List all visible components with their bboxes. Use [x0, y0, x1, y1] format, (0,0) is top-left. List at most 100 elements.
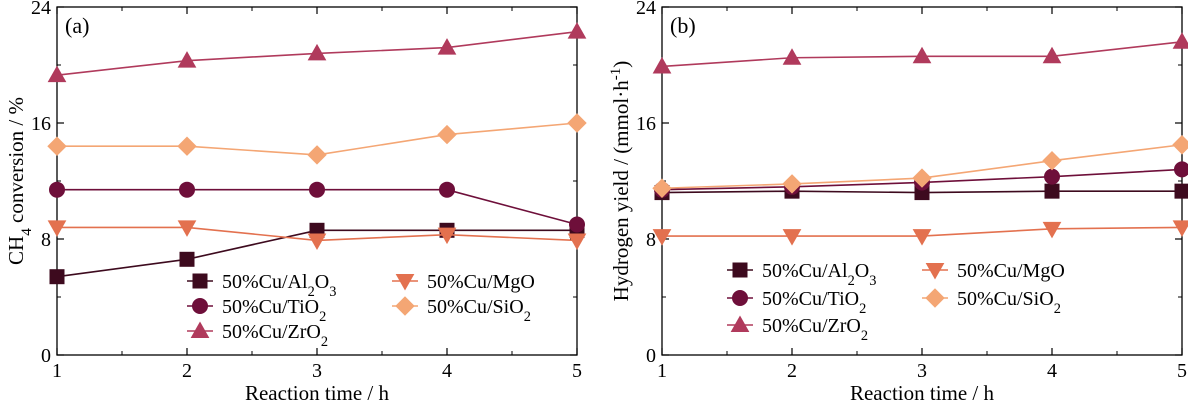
- panel-b-series-50-cu-mgo-point: [652, 229, 672, 246]
- panel-b-legend-50-cu-sio2-marker: [925, 288, 945, 308]
- panel-b-series-50-cu-mgo-point: [1042, 221, 1062, 239]
- panel-a-series-50-cu-sio2-point: [177, 136, 197, 156]
- panel-a-xtick-label: 3: [312, 360, 322, 382]
- panel-a-series-50-cu-tio2: [49, 181, 585, 233]
- panel-a-legend-50-cu-al2o3: 50%Cu/Al2O3: [187, 271, 336, 300]
- panel-a-legend-50-cu-sio2: 50%Cu/SiO2: [392, 296, 531, 325]
- panel-b-legend-50-cu-mgo-label: 50%Cu/MgO: [957, 260, 1065, 282]
- panel-b-legend-50-cu-mgo-marker: [925, 263, 945, 280]
- panel-a-series-50-cu-tio2-point: [179, 181, 195, 198]
- panel-b-legend-50-cu-tio2: 50%Cu/TiO2: [727, 288, 866, 317]
- panel-a-legend-50-cu-zro2: 50%Cu/ZrO2: [187, 321, 328, 350]
- panel-b-legend: 50%Cu/Al2O3 50%Cu/MgO 50%Cu/TiO2 50%Cu/SiO2…: [727, 260, 1065, 344]
- panel-b-series-50-cu-sio2-point: [652, 178, 672, 198]
- panel-b-legend-50-cu-mgo: 50%Cu/MgO: [922, 260, 1065, 282]
- panel-b-chart: 0 8 16 24 1 2 3 4 5 Reaction time / h Hydrogen yie…: [608, 0, 1188, 405]
- panel-b-xtick-label: 2: [787, 360, 797, 382]
- panel-a-legend-50-cu-zro2-label: 50%Cu/ZrO2: [222, 321, 328, 350]
- panel-b-legend-50-cu-zro2-marker: [730, 315, 750, 332]
- panel-a-ytick-label: 0: [41, 345, 51, 367]
- panel-b-series-50-cu-zro2-point: [912, 46, 932, 64]
- panel-a-legend-50-cu-tio2: 50%Cu/TiO2: [187, 296, 326, 325]
- panel-a-series-50-cu-mgo-point: [307, 233, 327, 250]
- panel-b-legend-50-cu-al2o3-label: 50%Cu/Al2O3: [762, 260, 876, 289]
- panel-b-legend-50-cu-sio2: 50%Cu/SiO2: [922, 288, 1061, 317]
- panel-b-series-50-cu-mgo-point: [782, 229, 802, 246]
- panel-a-series-50-cu-sio2-point: [567, 113, 587, 133]
- panel-b-legend-50-cu-zro2-label: 50%Cu/ZrO2: [762, 315, 868, 344]
- panel-b-series-50-cu-al2o3-point: [1174, 183, 1188, 199]
- panel-b-series-50-cu-mgo-point: [912, 229, 932, 246]
- panel-a-xtick-label: 2: [182, 360, 192, 382]
- panel-b-legend-50-cu-al2o3: 50%Cu/Al2O3: [727, 260, 876, 289]
- panel-a-series-50-cu-sio2-point: [307, 145, 327, 165]
- panel-a-series-50-cu-sio2-point: [47, 136, 67, 156]
- panel-b-ytick-label: 16: [636, 113, 656, 135]
- panel-a-legend-50-cu-mgo-label: 50%Cu/MgO: [427, 271, 535, 293]
- panel-a-legend-50-cu-tio2-label: 50%Cu/TiO2: [222, 296, 326, 325]
- panel-a-legend-50-cu-mgo-marker: [395, 274, 415, 291]
- panel-a-series-50-cu-zro2-point: [567, 22, 587, 39]
- panel-a-legend-50-cu-al2o3-marker: [192, 273, 208, 289]
- panel-a-series-50-cu-mgo-point: [47, 220, 67, 237]
- panel-a-chart: 0 8 16 24 1 2 3 4 5 Reaction time / h CH4 conversi…: [4, 0, 587, 405]
- panel-a-ytick-label: 8: [41, 229, 51, 251]
- panel-b-legend-50-cu-al2o3-marker: [732, 262, 748, 278]
- panel-b-xtick-label: 1: [657, 360, 667, 382]
- panel-b-legend-50-cu-zro2: 50%Cu/ZrO2: [727, 315, 868, 344]
- panel-b-y-axis-label: Hydrogen yield / (mmol·h-1): [608, 61, 633, 302]
- panel-a-series-50-cu-mgo-point: [177, 220, 197, 237]
- panel-b-series-50-cu-zro2-point: [782, 48, 802, 65]
- panel-a-legend-50-cu-tio2-marker: [192, 298, 208, 314]
- panel-a-y-axis-label: CH4 conversion / %: [4, 97, 35, 265]
- panel-a-series-50-cu-sio2-point: [437, 124, 457, 145]
- panel-b-series-50-cu-mgo: [652, 220, 1188, 246]
- panel-a-legend: 50%Cu/Al2O3 50%Cu/MgO 50%Cu/TiO2 50%Cu/SiO2…: [187, 271, 535, 350]
- panel-a-series-50-cu-zro2-point: [307, 43, 327, 61]
- panel-a-legend-50-cu-zro2-marker: [190, 321, 210, 338]
- panel-b-series-50-cu-tio2-point: [1174, 161, 1188, 178]
- panel-a-xtick-label: 4: [442, 360, 452, 382]
- panel-a-legend-50-cu-mgo: 50%Cu/MgO: [392, 271, 535, 293]
- panel-b-xtick-label: 3: [917, 360, 927, 382]
- panel-a-series-50-cu-sio2: [47, 113, 587, 165]
- panel-b-series-50-cu-zro2-point: [1172, 32, 1188, 49]
- panel-a-series-50-cu-mgo: [47, 220, 587, 250]
- panel-a-legend-50-cu-al2o3-label: 50%Cu/Al2O3: [222, 271, 336, 300]
- panel-b-ytick-label: 0: [646, 345, 656, 367]
- panel-b-series-50-cu-zro2-point: [652, 56, 672, 74]
- panel-b-ytick-label: 24: [636, 0, 656, 19]
- panel-a-x-axis-label: Reaction time / h: [245, 381, 390, 405]
- panel-b-series-50-cu-sio2-point: [1042, 150, 1062, 171]
- panel-a-series-50-cu-zro2-point: [437, 38, 457, 55]
- panel-b-xtick-label: 4: [1047, 360, 1057, 382]
- panel-b-legend-50-cu-sio2-label: 50%Cu/SiO2: [957, 288, 1061, 317]
- panel-a-xtick-label: 1: [52, 360, 62, 382]
- panel-b-series-50-cu-tio2-point: [1044, 168, 1060, 185]
- panel-b-legend-50-cu-tio2-label: 50%Cu/TiO2: [762, 288, 866, 317]
- panel-a-series-50-cu-zro2-point: [47, 65, 67, 83]
- panel-b-series-50-cu-al2o3-point: [1044, 183, 1060, 199]
- panel-a-series-50-cu-tio2-point: [49, 181, 65, 198]
- panel-b-series-50-cu-sio2-point: [1172, 135, 1188, 155]
- panel-a-panel-tag: (a): [65, 13, 89, 38]
- panel-a-series-50-cu-zro2-point: [177, 51, 197, 68]
- panel-a-legend-50-cu-sio2-label: 50%Cu/SiO2: [427, 296, 531, 325]
- panel-b-ytick-label: 8: [646, 229, 656, 251]
- panel-a-series-50-cu-al2o3: [49, 222, 585, 285]
- panel-a-legend-50-cu-sio2-marker: [395, 296, 415, 316]
- panel-b-x-axis-label: Reaction time / h: [850, 381, 995, 405]
- panel-a-series-50-cu-mgo-point: [437, 227, 457, 245]
- panel-a-series-50-cu-tio2-point: [309, 181, 325, 198]
- panel-b-series-50-cu-sio2-point: [912, 168, 932, 188]
- panel-b-legend-50-cu-tio2-marker: [732, 290, 748, 306]
- panel-a-xtick-label: 5: [572, 360, 582, 382]
- panel-b-series-50-cu-sio2-point: [782, 174, 802, 194]
- panel-a-series-50-cu-tio2-point: [439, 181, 455, 198]
- panel-a-series-50-cu-tio2-point: [569, 216, 585, 233]
- panel-a-ytick-label: 24: [31, 0, 51, 19]
- panel-b-series-50-cu-zro2: [652, 32, 1188, 74]
- panel-a-series-50-cu-al2o3-point: [49, 269, 65, 285]
- panel-a-series-50-cu-mgo-point: [567, 233, 587, 250]
- panel-a-series-50-cu-zro2: [47, 22, 587, 83]
